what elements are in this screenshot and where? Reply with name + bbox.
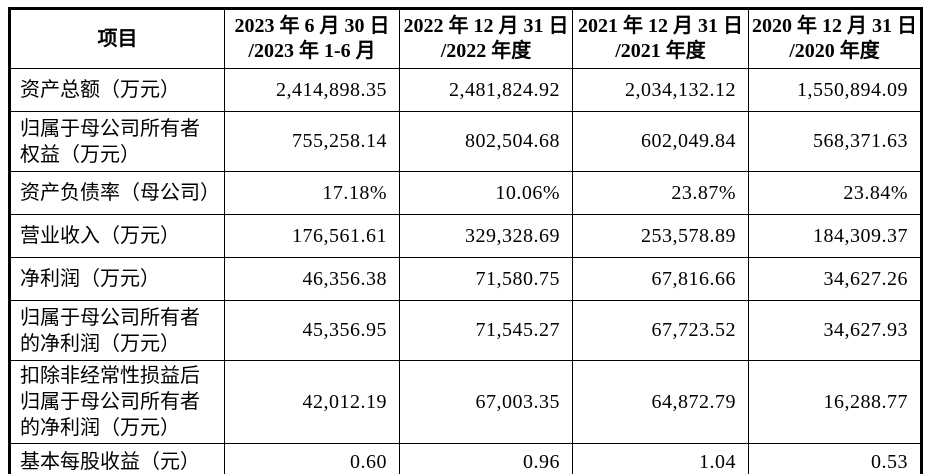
- value-cell: 23.84%: [748, 171, 922, 215]
- value-cell: 71,580.75: [399, 257, 573, 301]
- row-label: 净利润（万元）: [9, 257, 225, 301]
- header-row: 项目 2023 年 6 月 30 日 /2023 年 1-6 月 2022 年 …: [9, 8, 922, 69]
- value-cell: 602,049.84: [572, 111, 749, 172]
- row-label: 基本每股收益（元）: [9, 443, 225, 474]
- table-header: 项目 2023 年 6 月 30 日 /2023 年 1-6 月 2022 年 …: [9, 8, 922, 69]
- value-cell: 64,872.79: [572, 360, 749, 444]
- header-cell-period-2021: 2021 年 12 月 31 日 /2021 年度: [572, 8, 749, 69]
- row-label: 资产总额（万元）: [9, 68, 225, 112]
- table-row-parent-net-profit: 归属于母公司所有者 的净利润（万元） 45,356.95 71,545.27 6…: [9, 300, 922, 361]
- table-row-basic-eps: 基本每股收益（元） 0.60 0.96 1.04 0.53: [9, 443, 922, 474]
- value-cell: 184,309.37: [748, 214, 922, 258]
- table-row-net-profit: 净利润（万元） 46,356.38 71,580.75 67,816.66 34…: [9, 257, 922, 301]
- value-cell: 23.87%: [572, 171, 749, 215]
- value-cell: 34,627.93: [748, 300, 922, 361]
- row-label: 扣除非经常性损益后 归属于母公司所有者 的净利润（万元）: [9, 360, 225, 444]
- value-cell: 176,561.61: [224, 214, 400, 258]
- financial-summary-table: 项目 2023 年 6 月 30 日 /2023 年 1-6 月 2022 年 …: [8, 7, 923, 474]
- row-label: 归属于母公司所有者 的净利润（万元）: [9, 300, 225, 361]
- row-label: 营业收入（万元）: [9, 214, 225, 258]
- value-cell: 34,627.26: [748, 257, 922, 301]
- header-cell-period-2022: 2022 年 12 月 31 日 /2022 年度: [399, 8, 573, 69]
- value-cell: 568,371.63: [748, 111, 922, 172]
- value-cell: 67,723.52: [572, 300, 749, 361]
- value-cell: 45,356.95: [224, 300, 400, 361]
- value-cell: 2,414,898.35: [224, 68, 400, 112]
- value-cell: 2,481,824.92: [399, 68, 573, 112]
- value-cell: 0.53: [748, 443, 922, 474]
- value-cell: 1.04: [572, 443, 749, 474]
- value-cell: 16,288.77: [748, 360, 922, 444]
- value-cell: 755,258.14: [224, 111, 400, 172]
- value-cell: 17.18%: [224, 171, 400, 215]
- value-cell: 42,012.19: [224, 360, 400, 444]
- value-cell: 0.96: [399, 443, 573, 474]
- header-cell-item: 项目: [9, 8, 225, 69]
- value-cell: 329,328.69: [399, 214, 573, 258]
- value-cell: 253,578.89: [572, 214, 749, 258]
- value-cell: 71,545.27: [399, 300, 573, 361]
- row-label: 归属于母公司所有者 权益（万元）: [9, 111, 225, 172]
- value-cell: 67,003.35: [399, 360, 573, 444]
- table-row-parent-equity: 归属于母公司所有者 权益（万元） 755,258.14 802,504.68 6…: [9, 111, 922, 172]
- header-cell-period-2020: 2020 年 12 月 31 日 /2020 年度: [748, 8, 922, 69]
- table-body: 资产总额（万元） 2,414,898.35 2,481,824.92 2,034…: [9, 68, 922, 474]
- header-cell-period-2023h1: 2023 年 6 月 30 日 /2023 年 1-6 月: [224, 8, 400, 69]
- table-row-total-assets: 资产总额（万元） 2,414,898.35 2,481,824.92 2,034…: [9, 68, 922, 112]
- table-row-deducted-net-profit: 扣除非经常性损益后 归属于母公司所有者 的净利润（万元） 42,012.19 6…: [9, 360, 922, 444]
- value-cell: 67,816.66: [572, 257, 749, 301]
- value-cell: 802,504.68: [399, 111, 573, 172]
- value-cell: 2,034,132.12: [572, 68, 749, 112]
- row-label: 资产负债率（母公司）: [9, 171, 225, 215]
- value-cell: 46,356.38: [224, 257, 400, 301]
- value-cell: 0.60: [224, 443, 400, 474]
- value-cell: 10.06%: [399, 171, 573, 215]
- value-cell: 1,550,894.09: [748, 68, 922, 112]
- table-row-debt-ratio: 资产负债率（母公司） 17.18% 10.06% 23.87% 23.84%: [9, 171, 922, 215]
- table-row-operating-revenue: 营业收入（万元） 176,561.61 329,328.69 253,578.8…: [9, 214, 922, 258]
